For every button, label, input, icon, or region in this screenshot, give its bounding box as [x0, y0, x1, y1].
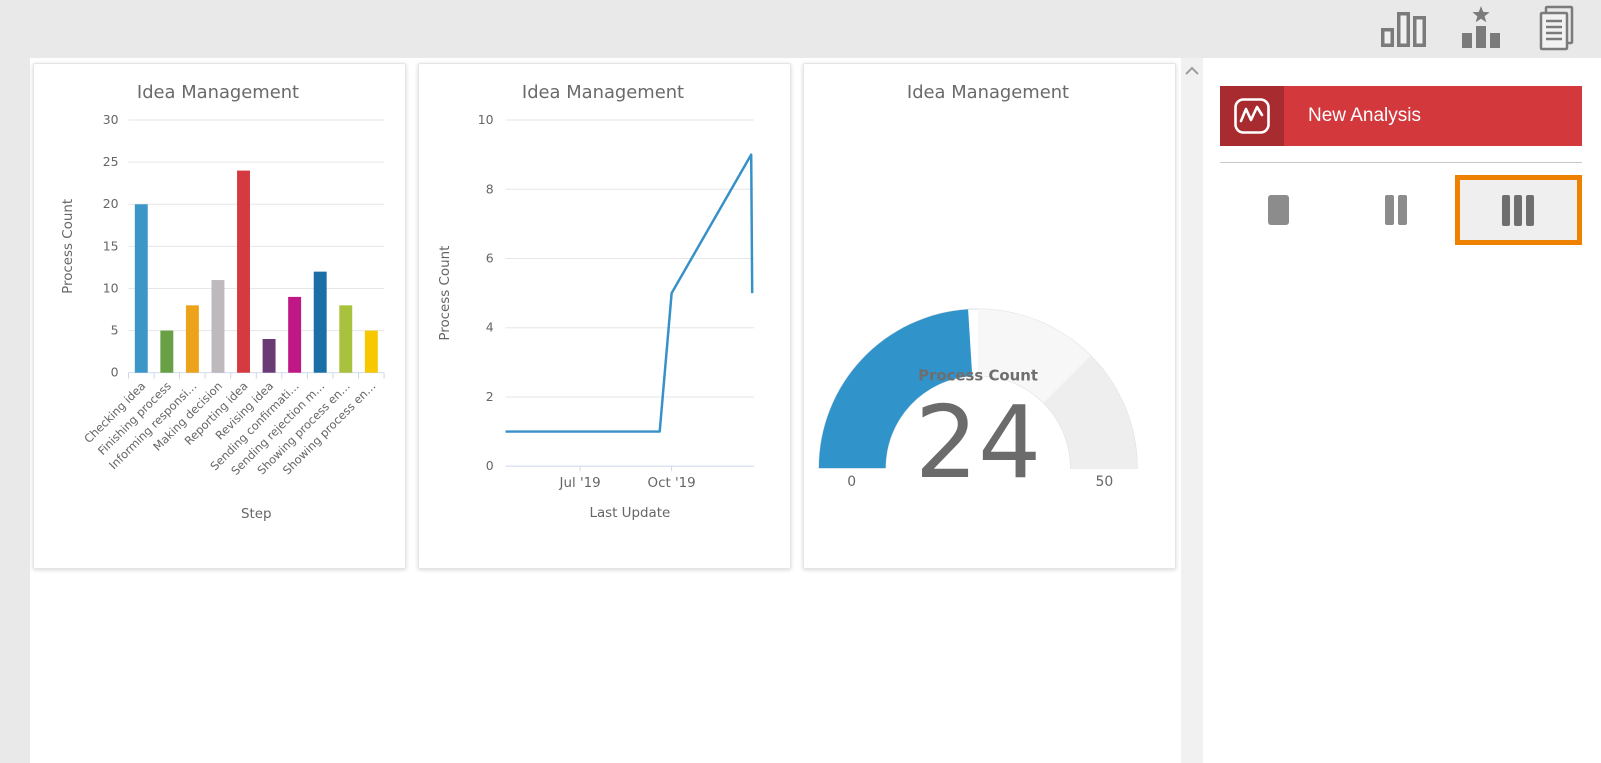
bar — [313, 271, 327, 373]
bar — [262, 339, 276, 373]
toolbar-reports-button[interactable] — [1519, 4, 1595, 54]
scroll-up-button[interactable] — [1181, 58, 1203, 84]
layout-one-column-button[interactable] — [1220, 175, 1337, 245]
svg-text:0: 0 — [847, 474, 856, 490]
new-analysis-iconbox — [1220, 86, 1284, 146]
line-chart: Idea Management 0 2 4 6 8 10 Jul '19 Oct '19 Proc… — [438, 82, 755, 521]
svg-text:8: 8 — [486, 181, 494, 196]
bar — [211, 280, 225, 373]
chevron-up-icon — [1185, 66, 1199, 75]
layout-switcher — [1220, 175, 1582, 245]
line-chart-icon — [1234, 98, 1270, 134]
svg-text:5: 5 — [111, 323, 119, 338]
x-axis-title: Last Update — [589, 506, 670, 521]
dashboard-controls: New Analysis — [1220, 86, 1582, 245]
header-toolbar — [1367, 0, 1595, 58]
series-line — [505, 153, 754, 433]
new-analysis-button[interactable]: New Analysis — [1220, 86, 1582, 146]
bar — [160, 330, 174, 373]
chart-title: Idea Management — [137, 82, 299, 103]
svg-text:50: 50 — [1096, 474, 1114, 490]
layout-two-column-button[interactable] — [1337, 175, 1454, 245]
svg-text:25: 25 — [103, 154, 119, 169]
x-tick-label: Oct '19 — [648, 476, 696, 491]
svg-text:15: 15 — [103, 238, 119, 253]
x-tick-label: Jul '19 — [559, 476, 601, 491]
bar — [288, 296, 302, 373]
gauge-value: 24 — [915, 386, 1042, 501]
two-column-icon — [1384, 195, 1394, 225]
bar — [134, 204, 148, 373]
toolbar-favorites-button[interactable] — [1443, 4, 1519, 54]
bar — [185, 305, 199, 373]
star-chart-icon — [1462, 6, 1500, 48]
one-column-icon — [1268, 195, 1290, 225]
x-axis-title: Step — [241, 507, 272, 522]
new-analysis-label: New Analysis — [1308, 105, 1421, 126]
chart-card-process-count-over-time[interactable]: Idea Management 0 2 4 6 8 10 Jul '19 Oct '19 Proc… — [418, 63, 791, 569]
svg-text:2: 2 — [486, 389, 494, 404]
divider — [1220, 162, 1582, 163]
vertical-scrollbar[interactable] — [1181, 58, 1203, 763]
chart-title: Idea Management — [907, 82, 1069, 103]
bar — [364, 330, 378, 373]
chart-card-process-count-gauge[interactable]: Idea Management 0 50 Process Count 24 — [803, 63, 1176, 569]
dashboard-cards: Idea Management 0 5 10 15 20 25 30 Checking idea… — [33, 63, 1176, 569]
toolbar-analyses-button[interactable] — [1367, 4, 1443, 54]
svg-text:20: 20 — [103, 196, 119, 211]
gauge-label: Process Count — [918, 367, 1038, 385]
bar-chart-icon — [1381, 12, 1426, 47]
chart-card-process-count-by-step[interactable]: Idea Management 0 5 10 15 20 25 30 Checking idea… — [33, 63, 406, 569]
three-column-icon — [1502, 194, 1511, 226]
bar — [237, 170, 250, 373]
chart-title: Idea Management — [522, 82, 684, 103]
svg-text:4: 4 — [486, 320, 494, 335]
bar — [339, 305, 353, 373]
svg-text:0: 0 — [486, 458, 494, 473]
svg-text:6: 6 — [486, 250, 494, 265]
y-axis-title: Process Count — [61, 199, 76, 294]
svg-text:10: 10 — [103, 280, 119, 295]
layout-three-column-button[interactable] — [1454, 175, 1582, 245]
document-icon — [1539, 5, 1574, 51]
gauge-value-arc — [818, 309, 973, 469]
y-axis-title: Process Count — [438, 246, 453, 341]
svg-text:0: 0 — [111, 365, 119, 380]
svg-text:30: 30 — [103, 112, 119, 127]
svg-text:10: 10 — [478, 112, 494, 127]
